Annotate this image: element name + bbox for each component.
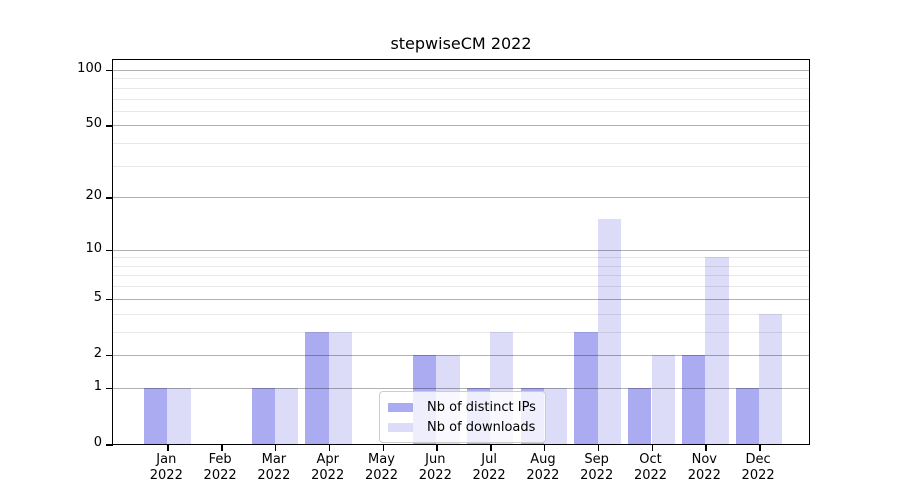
y-tick-mark — [106, 249, 113, 252]
minor-gridline — [113, 98, 809, 100]
chart-title: stepwiseCM 2022 — [390, 34, 532, 53]
x-tick-year: 2022 — [149, 468, 183, 483]
x-tick-mark — [382, 444, 384, 451]
x-tick-month: Oct — [639, 452, 662, 467]
x-tick-month: May — [368, 452, 395, 467]
x-tick-mark — [705, 444, 707, 451]
x-tick-label: Jul 2022 — [457, 452, 521, 484]
y-tick-mark — [106, 125, 113, 127]
x-tick-year: 2022 — [311, 468, 345, 483]
legend-label-downloads: Nb of downloads — [427, 419, 536, 435]
y-tick-label: 20 — [85, 188, 102, 204]
bar-ips-Sep — [574, 331, 598, 444]
x-tick-mark — [597, 444, 600, 451]
y-tick-label: 100 — [77, 60, 102, 76]
y-tick-label: 2 — [93, 345, 102, 361]
x-tick-label: May 2022 — [350, 452, 414, 484]
x-tick-mark — [651, 444, 653, 451]
y-tick-mark — [106, 444, 113, 446]
x-tick-mark — [221, 444, 223, 451]
x-tick-year: 2022 — [633, 468, 668, 483]
x-tick-year: 2022 — [203, 468, 237, 483]
major-gridline — [113, 69, 809, 71]
minor-gridline — [113, 78, 809, 80]
bar-downloads-Sep — [597, 219, 621, 444]
x-tick-label: Mar 2022 — [242, 452, 306, 484]
x-tick-mark — [167, 444, 169, 451]
x-tick-label: Feb 2022 — [188, 452, 252, 484]
y-tick-label: 50 — [85, 116, 102, 132]
minor-gridline — [113, 143, 809, 145]
x-tick-mark — [759, 444, 761, 451]
bar-ips-Dec — [735, 387, 760, 444]
x-tick-month: Aug — [530, 452, 556, 467]
x-tick-year: 2022 — [687, 468, 721, 483]
major-gridline — [113, 249, 809, 251]
bar-ips-Jan — [144, 387, 168, 444]
x-tick-year: 2022 — [526, 468, 560, 483]
bar-downloads-Dec — [759, 313, 783, 444]
x-tick-year: 2022 — [364, 468, 399, 483]
y-tick-label: 5 — [93, 289, 102, 305]
y-tick-mark — [106, 69, 113, 72]
x-tick-label: Nov 2022 — [672, 452, 736, 484]
x-tick-year: 2022 — [580, 468, 614, 483]
x-tick-month: Nov — [691, 452, 717, 467]
x-tick-label: Aug 2022 — [511, 452, 575, 484]
bar-ips-Apr — [305, 331, 329, 444]
legend-swatch-downloads — [388, 422, 413, 432]
x-tick-month: Feb — [208, 452, 232, 467]
x-tick-label: Apr 2022 — [296, 452, 360, 484]
x-tick-mark — [328, 444, 331, 451]
x-tick-label: Oct 2022 — [619, 452, 683, 484]
x-tick-label: Jun 2022 — [403, 452, 467, 484]
major-gridline — [113, 197, 809, 199]
x-tick-month: Apr — [316, 452, 339, 467]
x-tick-year: 2022 — [418, 468, 452, 483]
x-tick-month: Jan — [156, 452, 177, 467]
x-tick-month: Jun — [425, 452, 446, 467]
x-tick-year: 2022 — [472, 468, 506, 483]
x-tick-mark — [490, 444, 492, 451]
legend: Nb of distinct IPs Nb of downloads — [379, 391, 546, 443]
legend-entry-distinct-ips: Nb of distinct IPs — [388, 397, 536, 417]
bar-ips-Oct — [628, 387, 652, 444]
y-tick-label: 1 — [93, 378, 102, 394]
x-tick-label: Dec 2022 — [726, 452, 790, 484]
x-tick-label: Jan 2022 — [134, 452, 198, 484]
minor-gridline — [113, 87, 809, 89]
x-tick-year: 2022 — [741, 468, 775, 483]
bar-downloads-Apr — [328, 331, 352, 444]
y-tick-mark — [106, 197, 113, 199]
bar-downloads-Jan — [167, 387, 191, 444]
bar-downloads-Oct — [651, 354, 675, 444]
legend-swatch-distinct-ips — [388, 402, 413, 412]
x-tick-month: Jul — [481, 452, 497, 467]
x-tick-month: Sep — [584, 452, 609, 467]
bar-downloads-Mar — [274, 387, 299, 444]
bar-ips-Nov — [682, 354, 706, 444]
legend-entry-downloads: Nb of downloads — [388, 417, 536, 437]
y-tick-mark — [106, 354, 113, 357]
major-gridline — [113, 125, 809, 127]
y-tick-mark — [106, 387, 113, 390]
bar-ips-Mar — [251, 387, 275, 444]
x-tick-mark — [274, 444, 277, 451]
y-tick-label: 10 — [85, 240, 102, 256]
bar-downloads-Nov — [705, 257, 729, 444]
x-tick-year: 2022 — [257, 468, 291, 483]
y-tick-mark — [106, 298, 113, 301]
x-tick-mark — [543, 444, 546, 451]
minor-gridline — [113, 110, 809, 112]
x-tick-mark — [436, 444, 438, 451]
bar-downloads-Aug — [543, 387, 568, 444]
minor-gridline — [113, 165, 809, 167]
x-tick-label: Sep 2022 — [565, 452, 629, 484]
y-tick-label: 0 — [93, 435, 102, 450]
x-tick-month: Dec — [745, 452, 771, 467]
x-tick-month: Mar — [261, 452, 287, 467]
plot-area: Nb of distinct IPs Nb of downloads — [106, 59, 810, 451]
legend-label-distinct-ips: Nb of distinct IPs — [427, 399, 536, 415]
